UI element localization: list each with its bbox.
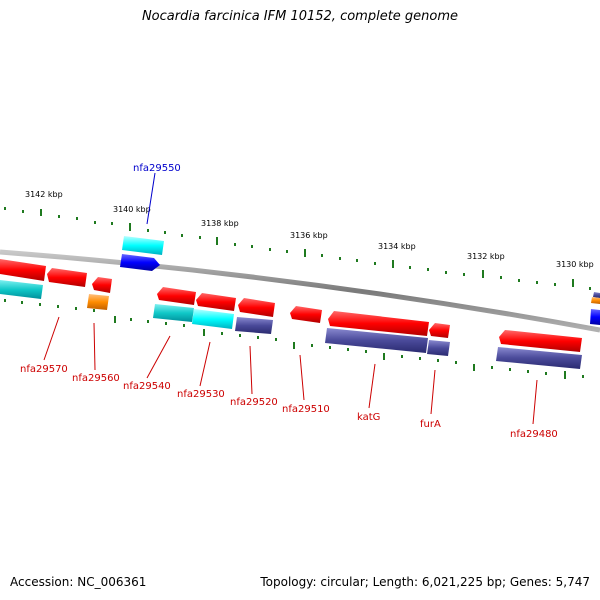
- gene-inner-cyan[interactable]: [192, 309, 234, 329]
- gene-label-nfa29520[interactable]: nfa29520: [230, 397, 278, 408]
- gene-right-edge-blue[interactable]: [590, 309, 600, 325]
- gene-nfa29560-a[interactable]: [47, 268, 87, 287]
- gene-inner-teal[interactable]: [153, 304, 194, 322]
- gene-nfa29520[interactable]: [238, 298, 275, 317]
- gene-label-nfa29540[interactable]: nfa29540: [123, 381, 171, 392]
- gene-nfa29560[interactable]: [92, 277, 112, 293]
- topology-text: Topology: circular; Length: 6,021,225 bp…: [260, 575, 590, 589]
- gene-right-edge-navy[interactable]: [593, 292, 600, 298]
- gene-label-nfa29530[interactable]: nfa29530: [177, 389, 225, 400]
- gene-nfa29530[interactable]: [196, 293, 236, 311]
- accession-text: Accession: NC_006361: [10, 575, 147, 589]
- gene-label-nfa29550[interactable]: nfa29550: [133, 163, 181, 174]
- kbp-label: 3136 kbp: [290, 231, 328, 240]
- kbp-label: 3142 kbp: [25, 190, 63, 199]
- gene-nfa29570[interactable]: [0, 259, 46, 281]
- gene-inner-navy-1[interactable]: [235, 317, 273, 334]
- gene-inner-navy-furA[interactable]: [427, 340, 450, 356]
- genome-backbone: [0, 249, 600, 333]
- gene-inner-navy-katG[interactable]: [325, 328, 428, 353]
- gene-nfa29540[interactable]: [157, 287, 196, 305]
- gene-label-nfa29560[interactable]: nfa29560: [72, 373, 120, 384]
- gene-label-katG[interactable]: katG: [357, 412, 380, 423]
- gene-furA[interactable]: [429, 323, 450, 338]
- kbp-label: 3140 kbp: [113, 205, 151, 214]
- kbp-label: 3138 kbp: [201, 219, 239, 228]
- gene-nfa29550-variant[interactable]: [120, 254, 160, 271]
- kbp-label: 3130 kbp: [556, 260, 594, 269]
- map-title: Nocardia farcinica IFM 10152, complete g…: [141, 9, 459, 24]
- kbp-label: 3132 kbp: [467, 252, 505, 261]
- gene-inner-cyan-left[interactable]: [0, 280, 43, 299]
- label-leaders: [43, 172, 538, 425]
- gene-inner-navy-nfa29480[interactable]: [496, 347, 582, 369]
- gene-label-nfa29510[interactable]: nfa29510: [282, 404, 330, 415]
- gene-right-edge-orange[interactable]: [591, 297, 600, 304]
- gene-label-nfa29570[interactable]: nfa29570: [20, 364, 68, 375]
- outer-ticks: [4, 207, 591, 290]
- gene-label-nfa29480[interactable]: nfa29480: [510, 429, 558, 440]
- gene-nfa29480[interactable]: [499, 330, 582, 352]
- gene-nfa29510[interactable]: [290, 306, 322, 323]
- gene-label-furA[interactable]: furA: [420, 419, 441, 430]
- inner-ticks: [4, 299, 584, 379]
- kbp-label: 3134 kbp: [378, 242, 416, 251]
- gene-nfa29550[interactable]: [122, 236, 164, 255]
- gene-katG[interactable]: [328, 311, 429, 336]
- gene-nfa29560-orange[interactable]: [87, 294, 109, 310]
